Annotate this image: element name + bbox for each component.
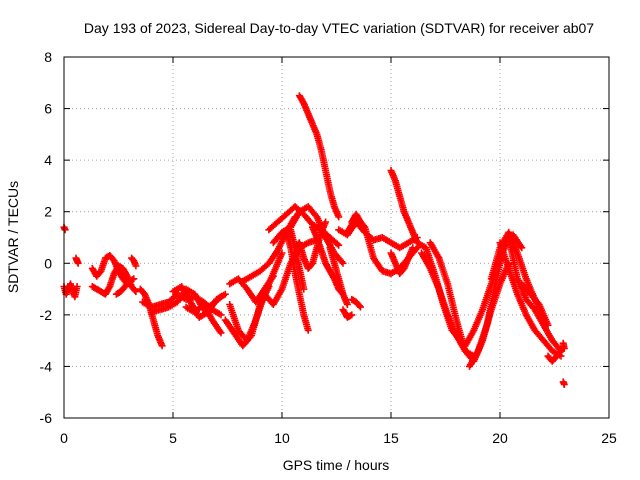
marker-path <box>73 255 82 267</box>
marker-path <box>61 224 69 234</box>
y-tick-label: -6 <box>40 410 53 426</box>
series-t44 <box>560 378 568 388</box>
series-t8 <box>137 286 166 350</box>
series-t3 <box>73 255 82 267</box>
marker-path <box>560 378 568 388</box>
x-tick-label: 20 <box>492 430 508 446</box>
x-tick-label: 25 <box>601 430 617 446</box>
y-tick-label: 6 <box>44 101 52 117</box>
series-t27 <box>348 296 364 311</box>
series-t2 <box>61 224 69 234</box>
marker-path <box>340 306 356 321</box>
sdtvar-chart: Day 193 of 2023, Sidereal Day-to-day VTE… <box>0 0 640 480</box>
data-points <box>61 92 568 388</box>
x-tick-label: 10 <box>274 430 290 446</box>
y-tick-label: -4 <box>40 358 53 374</box>
y-tick-labels: -6 -4 -2 0 2 4 6 8 <box>40 49 53 426</box>
marker-path <box>348 296 364 311</box>
marker-path <box>128 255 139 270</box>
grid <box>64 57 609 418</box>
marker-path <box>388 167 421 246</box>
y-tick-label: -2 <box>40 307 53 323</box>
x-tick-label: 0 <box>60 430 68 446</box>
plot-frame <box>64 57 609 418</box>
x-tick-label: 15 <box>383 430 399 446</box>
x-tick-label: 5 <box>169 430 177 446</box>
x-tick-labels: 0 5 10 15 20 25 <box>60 430 617 446</box>
marker-path <box>137 286 166 350</box>
series-t31 <box>388 167 421 246</box>
y-tick-label: 2 <box>44 204 52 220</box>
series-t7 <box>128 255 139 270</box>
chart-title: Day 193 of 2023, Sidereal Day-to-day VTE… <box>84 20 594 36</box>
y-tick-label: 0 <box>44 255 52 271</box>
x-axis-label: GPS time / hours <box>283 457 390 473</box>
marker-path <box>296 92 342 220</box>
y-axis-label: SDTVAR / TECUs <box>5 181 21 293</box>
series-t23 <box>296 92 342 220</box>
marker-path <box>183 301 225 336</box>
y-tick-label: 8 <box>44 49 52 65</box>
axis-ticks <box>64 57 609 418</box>
y-tick-label: 4 <box>44 152 52 168</box>
series-t12 <box>183 301 225 336</box>
series-t26 <box>340 306 356 321</box>
